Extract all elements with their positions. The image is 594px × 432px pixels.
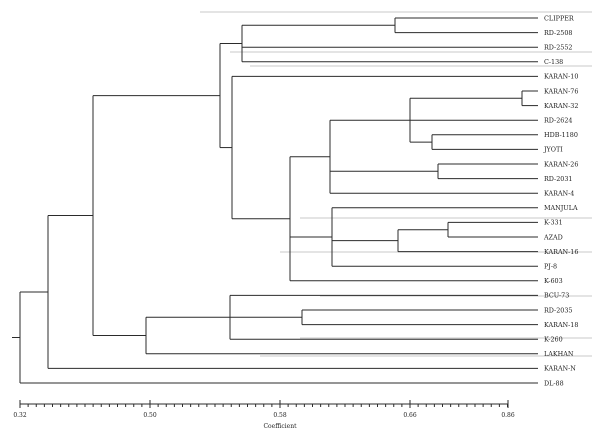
leaf-label: K-603	[544, 277, 563, 285]
leaf-label: KARAN-N	[544, 365, 576, 373]
leaf-label: KARAN-32	[544, 102, 578, 110]
leaf-label: RD-2624	[544, 117, 572, 125]
leaf-label: KARAN-16	[544, 248, 578, 256]
axis-tick-label: 0.50	[143, 412, 157, 419]
leaf-label: K-331	[544, 219, 563, 227]
leaf-label: KARAN-4	[544, 190, 574, 198]
leaf-label: C-138	[544, 58, 563, 66]
leaf-label: KARAN-10	[544, 73, 578, 81]
scan-artifacts	[200, 11, 592, 357]
leaf-label: MANJULA	[544, 204, 578, 212]
leaf-label: HDB-1180	[544, 131, 578, 139]
leaf-label: AZAD	[543, 233, 563, 241]
axis-tick-label: 0.32	[13, 412, 27, 419]
leaf-label: RD-2031	[544, 175, 572, 183]
axis-minor-ticks	[19, 404, 508, 407]
leaf-label: KARAN-18	[544, 321, 578, 329]
axis-tick-label: 0.58	[273, 412, 287, 419]
leaf-label: K-260	[544, 336, 563, 344]
leaf-label: RD-2552	[544, 44, 572, 52]
leaf-label: BCU-73	[544, 292, 569, 300]
leaf-label: KARAN-76	[544, 87, 578, 95]
leaf-label: RD-2508	[544, 29, 572, 37]
dendrogram-branches	[12, 17, 538, 384]
leaf-label: PJ-8	[544, 263, 557, 271]
axis-tick-label: 0.66	[403, 412, 417, 419]
leaf-label: RD-2035	[544, 306, 572, 314]
leaf-label: LAKHAN	[544, 350, 574, 358]
leaf-label: CLIPPER	[544, 14, 574, 22]
coefficient-axis: 0.32 0.50 0.58 0.66 0.86 Coefficient	[13, 400, 515, 430]
axis-title: Coefficient	[263, 423, 297, 430]
leaf-label: DL-88	[544, 379, 564, 387]
leaf-labels: CLIPPER RD-2508 RD-2552 C-138 KARAN-10 K…	[543, 14, 578, 387]
leaf-label: JYOTI	[543, 146, 563, 154]
axis-tick-label: 0.86	[501, 412, 515, 419]
leaf-label: KARAN-26	[544, 160, 578, 168]
